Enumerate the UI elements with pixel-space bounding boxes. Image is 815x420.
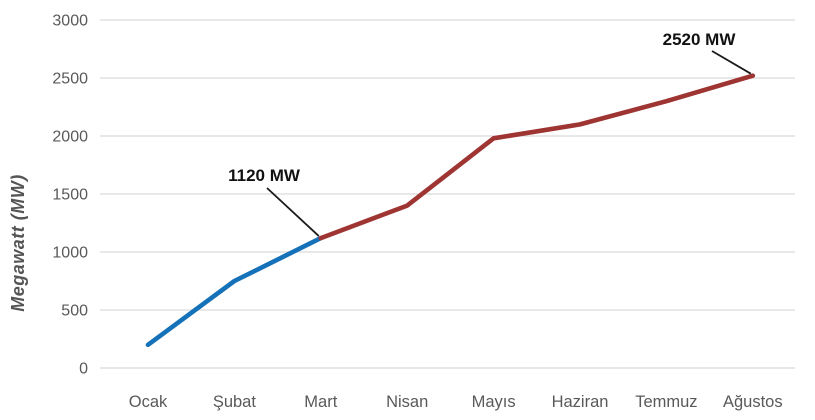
y-tick-label-1000: 1000 (52, 245, 88, 262)
series-line-ocak-mart-segment (145, 235, 324, 348)
y-tick-label-3000: 3000 (52, 13, 88, 30)
annotation-leader-1 (711, 50, 752, 75)
y-axis-tick-labels: 0 500 1000 1500 2000 2500 3000 (52, 13, 88, 378)
series-line-mart-agustos-segment (318, 73, 756, 241)
y-tick-label-0: 0 (79, 361, 88, 378)
x-tick-label-4: Mayıs (472, 393, 516, 411)
x-tick-label-1: Şubat (213, 393, 257, 411)
y-tick-label-1500: 1500 (52, 187, 88, 204)
data-series-group (145, 73, 756, 348)
x-tick-label-7: Ağustos (723, 393, 783, 411)
annotation-label-1: 2520 MW (663, 30, 737, 49)
x-axis-tick-labels: Ocak Şubat Mart Nisan Mayıs Haziran Temmuz Ağus… (129, 393, 783, 411)
x-tick-label-2: Mart (304, 393, 337, 411)
y-tick-label-2000: 2000 (52, 129, 88, 146)
x-tick-label-3: Nisan (386, 393, 428, 411)
x-tick-label-5: Haziran (552, 393, 609, 411)
annotation-leader-0 (266, 187, 320, 237)
gridlines-group (100, 19, 795, 369)
annotations-group: 1120 MW 2520 MW (228, 30, 752, 237)
y-axis-title: Megawatt (MW) (8, 174, 28, 311)
y-tick-label-2500: 2500 (52, 71, 88, 88)
y-tick-label-500: 500 (61, 303, 88, 320)
x-tick-label-0: Ocak (129, 393, 168, 411)
annotation-label-0: 1120 MW (228, 166, 301, 185)
x-tick-label-6: Temmuz (635, 393, 697, 411)
